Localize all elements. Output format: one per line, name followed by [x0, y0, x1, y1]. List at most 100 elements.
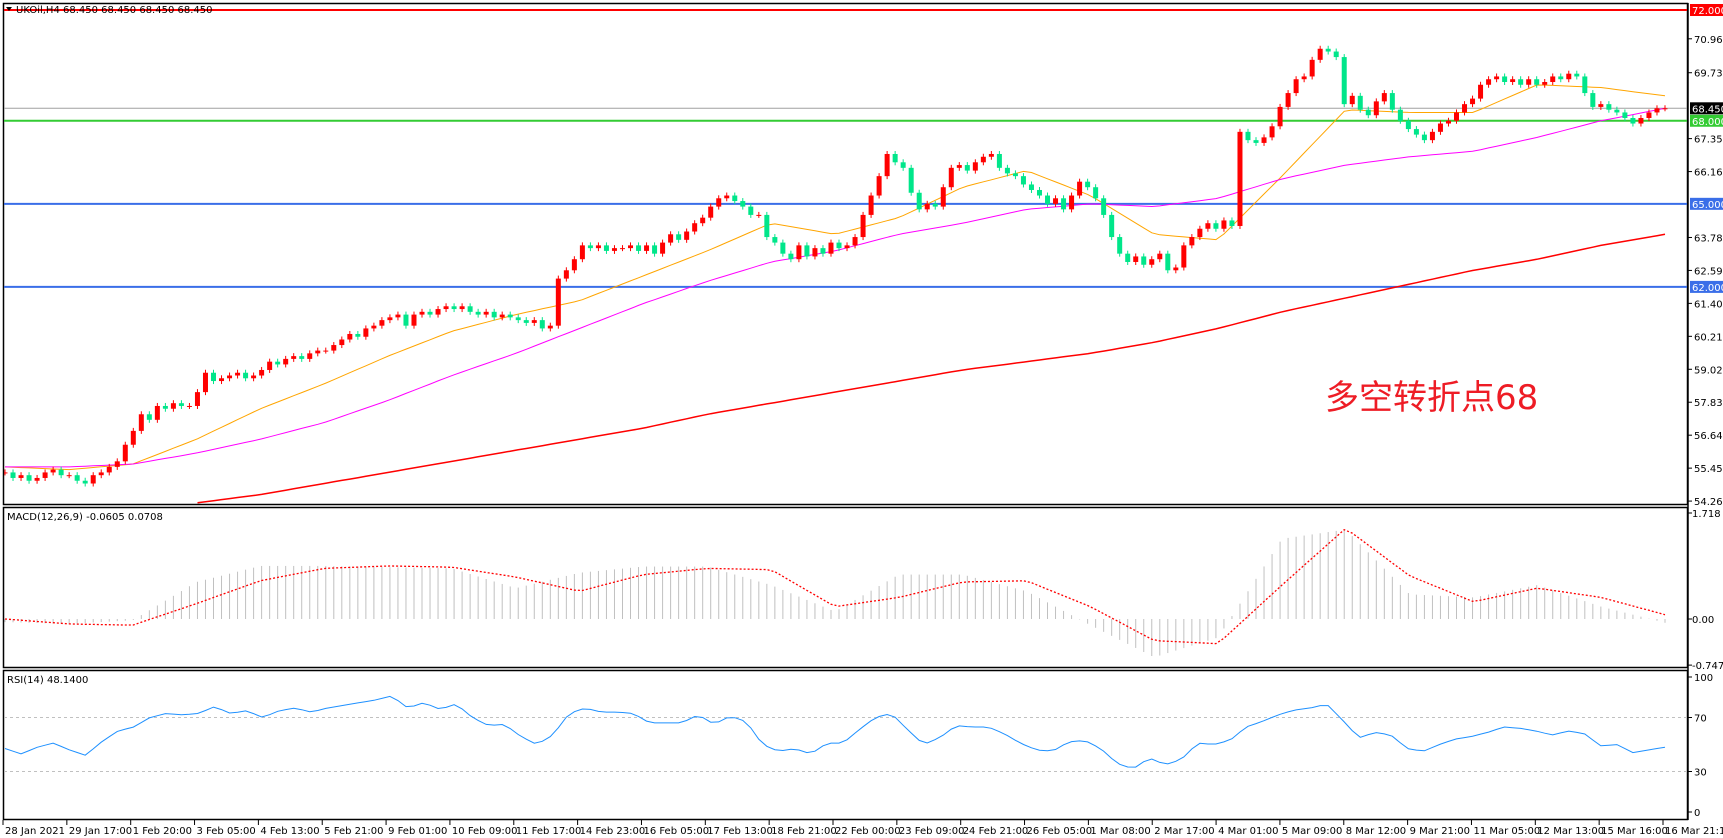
- candle[interactable]: [1085, 178, 1091, 191]
- rsi-panel[interactable]: [2, 669, 1689, 821]
- candle[interactable]: [628, 242, 634, 252]
- candle[interactable]: [1333, 48, 1339, 61]
- candle[interactable]: [1061, 195, 1067, 213]
- candle[interactable]: [587, 242, 593, 252]
- candle[interactable]: [1638, 114, 1644, 127]
- candle[interactable]: [42, 469, 48, 481]
- candle[interactable]: [1462, 101, 1468, 116]
- candle[interactable]: [26, 472, 32, 484]
- candle[interactable]: [940, 184, 946, 210]
- candle[interactable]: [1301, 73, 1307, 83]
- candle[interactable]: [980, 153, 986, 166]
- candle[interactable]: [186, 402, 192, 409]
- candle[interactable]: [90, 472, 96, 487]
- candle[interactable]: [1173, 264, 1179, 274]
- candle[interactable]: [1012, 170, 1018, 180]
- candle[interactable]: [515, 314, 521, 324]
- candle[interactable]: [1550, 73, 1556, 85]
- candle[interactable]: [1526, 76, 1532, 88]
- candle[interactable]: [828, 239, 834, 257]
- candle[interactable]: [307, 350, 313, 362]
- candle[interactable]: [724, 192, 730, 202]
- candle[interactable]: [1437, 120, 1443, 135]
- candle[interactable]: [1253, 137, 1259, 146]
- candle[interactable]: [1004, 164, 1010, 177]
- candle[interactable]: [1478, 81, 1484, 102]
- candle[interactable]: [1365, 106, 1371, 119]
- candle[interactable]: [700, 214, 706, 227]
- candle[interactable]: [996, 150, 1002, 171]
- candle[interactable]: [1317, 45, 1323, 63]
- candle[interactable]: [443, 303, 449, 313]
- candle[interactable]: [411, 311, 417, 329]
- candle[interactable]: [812, 245, 818, 260]
- candle[interactable]: [1373, 98, 1379, 119]
- candle[interactable]: [644, 242, 650, 254]
- triangle-down-icon[interactable]: [6, 7, 12, 11]
- candle[interactable]: [170, 400, 176, 412]
- candle[interactable]: [708, 203, 714, 221]
- candle[interactable]: [355, 330, 361, 340]
- candle[interactable]: [419, 308, 425, 318]
- candle[interactable]: [579, 242, 585, 263]
- candle[interactable]: [283, 355, 289, 368]
- candle[interactable]: [74, 472, 80, 484]
- candle[interactable]: [1518, 76, 1524, 88]
- candle[interactable]: [924, 200, 930, 213]
- candle[interactable]: [836, 239, 842, 252]
- candle[interactable]: [130, 427, 136, 448]
- candle[interactable]: [740, 198, 746, 210]
- candle[interactable]: [427, 308, 433, 318]
- candle[interactable]: [539, 317, 545, 332]
- candle[interactable]: [668, 231, 674, 246]
- candle[interactable]: [619, 245, 625, 252]
- candle[interactable]: [764, 211, 770, 241]
- candle[interactable]: [1197, 225, 1203, 241]
- candle[interactable]: [1045, 192, 1051, 207]
- candle[interactable]: [227, 372, 233, 382]
- candle[interactable]: [1133, 253, 1139, 265]
- candle[interactable]: [3, 469, 8, 476]
- candle[interactable]: [844, 242, 850, 252]
- candle[interactable]: [555, 275, 561, 329]
- candle[interactable]: [684, 228, 690, 243]
- candle[interactable]: [948, 164, 954, 191]
- candle[interactable]: [547, 322, 553, 332]
- candle[interactable]: [1421, 131, 1427, 144]
- candle[interactable]: [259, 366, 265, 379]
- candle[interactable]: [98, 469, 104, 479]
- candle[interactable]: [1598, 101, 1604, 110]
- candle[interactable]: [315, 347, 321, 357]
- candle[interactable]: [756, 211, 762, 218]
- candle[interactable]: [1494, 73, 1500, 83]
- candle[interactable]: [323, 347, 329, 354]
- candle[interactable]: [1036, 186, 1042, 199]
- candle[interactable]: [1662, 105, 1668, 112]
- candle[interactable]: [363, 325, 369, 340]
- candle[interactable]: [988, 150, 994, 160]
- candle[interactable]: [1157, 250, 1163, 263]
- candle[interactable]: [1582, 73, 1588, 97]
- candle[interactable]: [796, 242, 802, 263]
- candle[interactable]: [1445, 117, 1451, 127]
- candle[interactable]: [459, 303, 465, 313]
- candle[interactable]: [1189, 234, 1195, 249]
- candle[interactable]: [1429, 128, 1435, 144]
- candle[interactable]: [122, 441, 128, 465]
- candle[interactable]: [652, 242, 658, 257]
- macd-panel[interactable]: [2, 506, 1689, 669]
- candle[interactable]: [692, 220, 698, 235]
- candle[interactable]: [1285, 90, 1291, 110]
- candle[interactable]: [1389, 90, 1395, 113]
- candle[interactable]: [852, 234, 858, 249]
- candle[interactable]: [106, 463, 112, 476]
- candle[interactable]: [636, 242, 642, 254]
- candle[interactable]: [235, 369, 241, 379]
- candle[interactable]: [507, 311, 513, 321]
- candle[interactable]: [1125, 250, 1131, 265]
- candle[interactable]: [50, 466, 56, 476]
- candle[interactable]: [435, 306, 441, 318]
- candle[interactable]: [178, 400, 184, 409]
- candle[interactable]: [1028, 181, 1034, 193]
- candle[interactable]: [611, 245, 617, 254]
